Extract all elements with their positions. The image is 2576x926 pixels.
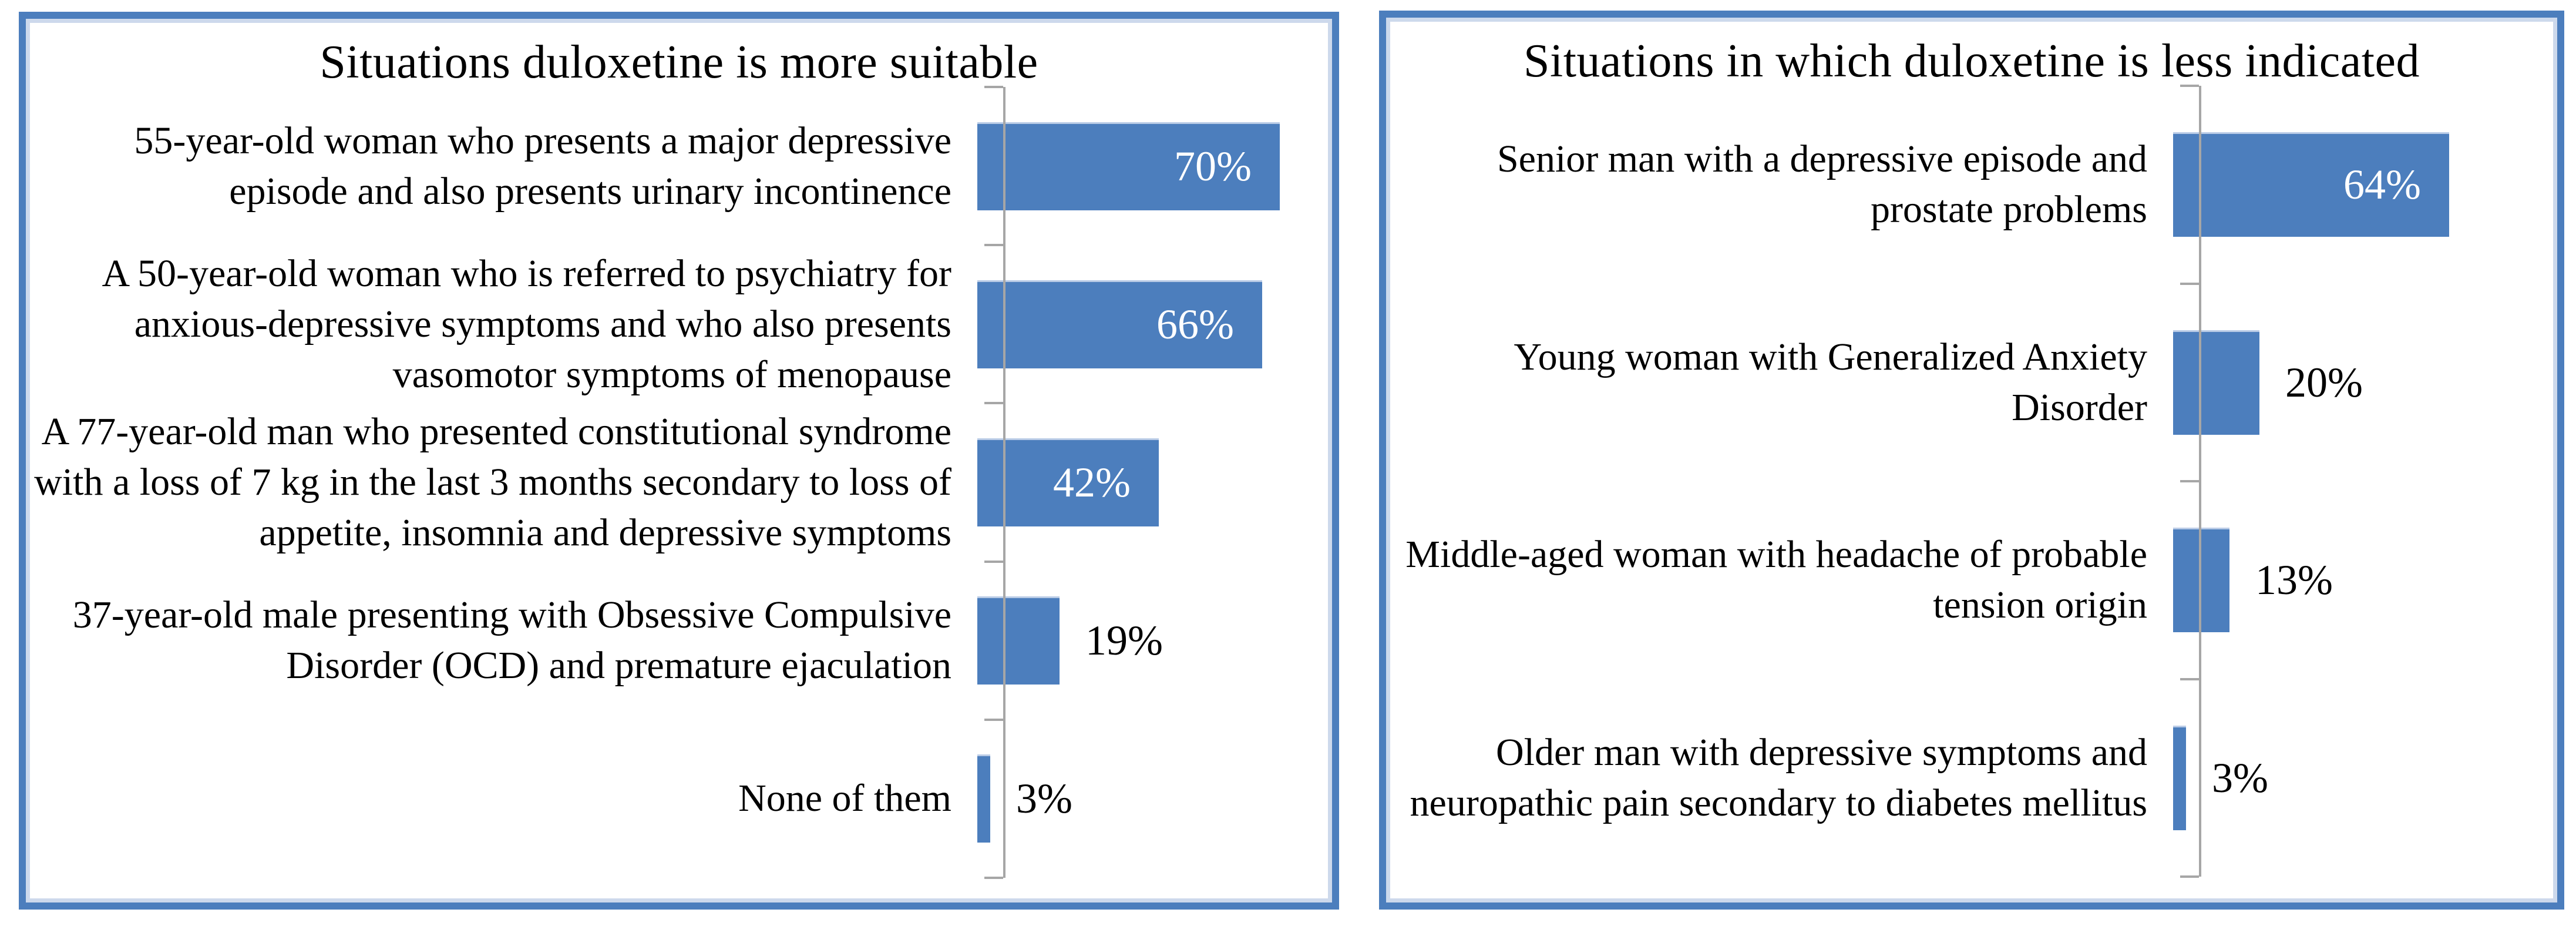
category-label: 37-year-old male presenting with Obsessi… [72,593,951,687]
category-label: 55-year-old woman who presents a major d… [134,119,951,213]
value-label: 70% [1174,142,1252,190]
axis-tick [984,86,1003,88]
value-bar [2173,330,2259,435]
chart-row: Older man with depressive symptoms and n… [1386,679,2543,877]
chart-row: Young woman with Generalized Anxiety Dis… [1386,284,2543,482]
value-bar: 42% [977,438,1159,526]
value-bar: 70% [977,122,1280,210]
category-axis-line [2180,85,2201,878]
bar-plot: Senior man with a depressive episode and… [1386,85,2543,878]
chart-row: 55-year-old woman who presents a major d… [26,87,1318,245]
axis-tick [984,244,1003,247]
category-label: Middle-aged woman with headache of proba… [1405,533,2147,627]
chart-title: Situations in which duloxetine is less i… [1523,35,2420,87]
bar-track: 13% [2173,528,2543,633]
chart-row: Middle-aged woman with headache of proba… [1386,481,2543,679]
category-axis-line [984,86,1005,879]
chart-panel-more-suitable: Situations duloxetine is more suitable 5… [19,12,1339,910]
category-label: Older man with depressive symptoms and n… [1410,730,2147,824]
chart-row: Senior man with a depressive episode and… [1386,86,2543,284]
bar-track: 20% [2173,330,2543,435]
chart-row: A 50-year-old woman who is referred to p… [26,245,1318,403]
value-bar [977,596,1060,685]
chart-row: None of them 3% [26,720,1318,878]
bar-track: 19% [977,596,1318,685]
category-label: Young woman with Generalized Anxiety Dis… [1514,335,2147,429]
bar-track: 64% [2173,132,2543,237]
axis-tick [2180,875,2199,878]
value-bar: 64% [2173,132,2449,237]
category-label: A 77-year-old man who presented constitu… [34,410,951,554]
bar-plot: 55-year-old woman who presents a major d… [26,86,1318,879]
value-bar: 66% [977,280,1262,368]
value-label: 3% [1016,775,1072,823]
chart-title: Situations duloxetine is more suitable [320,36,1038,88]
chart-row: A 77-year-old man who presented constitu… [26,403,1318,561]
value-bar [977,754,990,843]
axis-tick [2180,480,2199,482]
value-label: 19% [1085,617,1163,665]
bar-track: 42% [977,438,1318,526]
axis-tick [2180,677,2199,680]
axis-tick [984,402,1003,405]
axis-tick [984,877,1003,879]
axis-tick [984,560,1003,563]
value-bar [2173,528,2229,633]
value-label: 64% [2343,161,2421,209]
bar-track: 70% [977,122,1318,210]
chart-row: 37-year-old male presenting with Obsessi… [26,562,1318,720]
axis-tick [2180,85,2199,87]
category-label: A 50-year-old woman who is referred to p… [102,252,951,396]
axis-tick [984,718,1003,721]
value-bar [2173,725,2186,830]
value-label: 42% [1053,458,1131,506]
bar-track: 3% [977,754,1318,843]
bar-track: 3% [2173,725,2543,830]
value-label: 20% [2285,358,2363,406]
axis-tick [2180,282,2199,285]
value-label: 3% [2212,754,2268,801]
category-label: None of them [738,777,951,820]
rows-container: 55-year-old woman who presents a major d… [26,87,1318,878]
category-label: Senior man with a depressive episode and… [1496,137,2147,231]
bar-track: 66% [977,280,1318,368]
rows-container: Senior man with a depressive episode and… [1386,86,2543,877]
value-label: 13% [2255,556,2333,604]
chart-panel-less-indicated: Situations in which duloxetine is less i… [1379,11,2564,910]
value-label: 66% [1156,300,1234,348]
